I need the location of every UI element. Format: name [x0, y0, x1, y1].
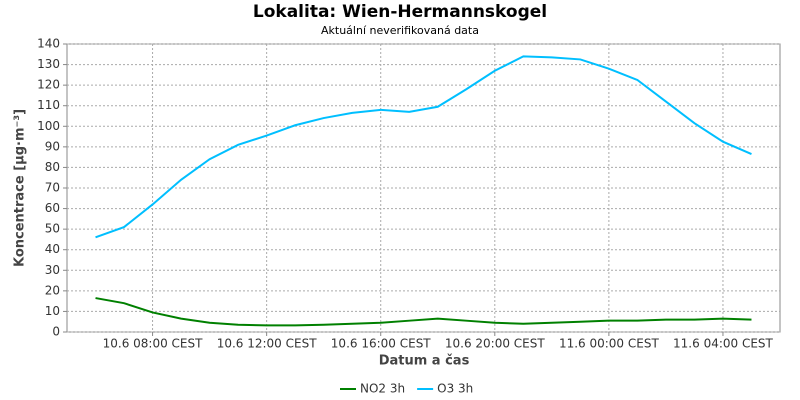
series-line [95, 55, 752, 239]
y-tick-label: 50 [45, 222, 60, 236]
x-tick-label: 10.6 12:00 CEST [217, 337, 318, 351]
y-axis-title: Koncentrace [µg·m⁻³] [13, 109, 28, 267]
y-tick-label: 40 [45, 242, 60, 256]
x-tick-label: 10.6 16:00 CEST [331, 337, 432, 351]
x-axis-title: Datum a čas [379, 354, 470, 369]
x-tick-label: 11.6 00:00 CEST [559, 337, 660, 351]
y-tick-label: 100 [37, 119, 60, 133]
y-tick-label: 130 [37, 57, 60, 71]
legend-label: O3 3h [437, 382, 473, 396]
legend-label: NO2 3h [360, 382, 405, 396]
y-tick-label: 0 [52, 325, 60, 339]
x-tick-label: 10.6 20:00 CEST [445, 337, 546, 351]
y-tick-label: 60 [45, 201, 60, 215]
y-tick-label: 90 [45, 139, 60, 153]
series-line [95, 297, 752, 327]
y-tick-label: 20 [45, 283, 60, 297]
y-tick-label: 30 [45, 263, 60, 277]
y-tick-label: 110 [37, 98, 60, 112]
x-tick-label: 11.6 04:00 CEST [673, 337, 774, 351]
y-tick-label: 140 [37, 37, 60, 51]
y-tick-label: 70 [45, 181, 60, 195]
y-tick-label: 80 [45, 160, 60, 174]
y-tick-label: 10 [45, 304, 60, 318]
chart-subtitle: Aktuální neverifikovaná data [321, 24, 479, 37]
y-tick-label: 120 [37, 78, 60, 92]
chart-title: Lokalita: Wien-Hermannskogel [253, 2, 547, 22]
x-tick-label: 10.6 08:00 CEST [103, 337, 204, 351]
